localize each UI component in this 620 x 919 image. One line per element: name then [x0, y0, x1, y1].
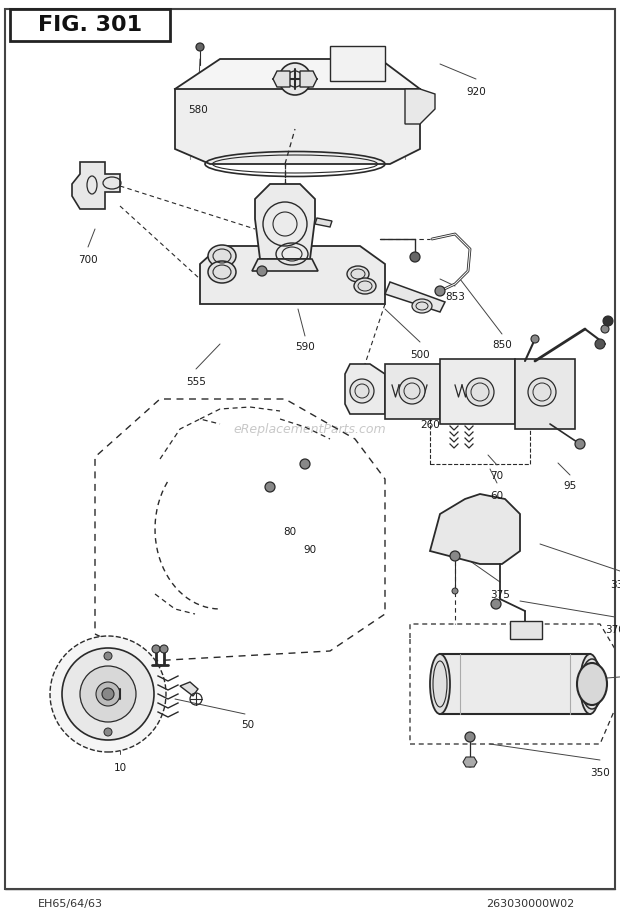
Polygon shape — [175, 90, 420, 165]
Ellipse shape — [430, 654, 450, 714]
Polygon shape — [315, 219, 332, 228]
Polygon shape — [440, 654, 590, 714]
Circle shape — [80, 666, 136, 722]
Ellipse shape — [412, 300, 432, 313]
Polygon shape — [385, 365, 440, 420]
Circle shape — [399, 379, 425, 404]
Circle shape — [50, 636, 166, 752]
Text: 700: 700 — [78, 255, 98, 265]
Text: eReplacementParts.com: eReplacementParts.com — [234, 423, 386, 436]
Circle shape — [160, 645, 168, 653]
Text: 920: 920 — [466, 87, 486, 96]
Text: 80: 80 — [283, 527, 296, 537]
Circle shape — [350, 380, 374, 403]
Ellipse shape — [354, 278, 376, 295]
Ellipse shape — [208, 245, 236, 267]
Circle shape — [491, 599, 501, 609]
Circle shape — [104, 652, 112, 660]
Text: 330: 330 — [610, 579, 620, 589]
Circle shape — [595, 340, 605, 349]
Circle shape — [257, 267, 267, 277]
Text: 500: 500 — [410, 349, 430, 359]
Text: EH65/64/63: EH65/64/63 — [37, 898, 102, 908]
Circle shape — [435, 287, 445, 297]
Polygon shape — [440, 359, 515, 425]
Circle shape — [465, 732, 475, 743]
Text: 60: 60 — [490, 491, 503, 501]
Circle shape — [450, 551, 460, 562]
Polygon shape — [300, 72, 317, 88]
Text: 70: 70 — [490, 471, 503, 481]
Text: 850: 850 — [492, 340, 512, 349]
Text: 263030000W02: 263030000W02 — [486, 898, 574, 908]
Bar — [330, 47, 385, 82]
Bar — [510, 621, 542, 640]
Circle shape — [575, 439, 585, 449]
Circle shape — [452, 588, 458, 595]
Circle shape — [279, 64, 311, 96]
Circle shape — [152, 645, 160, 653]
Bar — [10, 10, 170, 42]
Polygon shape — [175, 60, 420, 130]
Text: 50: 50 — [241, 720, 255, 729]
Circle shape — [96, 682, 120, 706]
Polygon shape — [430, 494, 520, 564]
Ellipse shape — [347, 267, 369, 283]
Polygon shape — [180, 682, 198, 697]
Circle shape — [603, 317, 613, 326]
Polygon shape — [72, 163, 120, 210]
Polygon shape — [200, 246, 385, 305]
Polygon shape — [515, 359, 575, 429]
Bar — [430, 410, 530, 464]
Ellipse shape — [208, 262, 236, 284]
Text: 555: 555 — [186, 377, 206, 387]
Circle shape — [300, 460, 310, 470]
Circle shape — [466, 379, 494, 406]
Circle shape — [528, 379, 556, 406]
Text: 90: 90 — [303, 544, 317, 554]
Polygon shape — [252, 260, 318, 272]
Text: 370: 370 — [605, 624, 620, 634]
Text: FIG. 301: FIG. 301 — [38, 15, 142, 35]
Text: 590: 590 — [295, 342, 315, 352]
Polygon shape — [385, 283, 445, 312]
Polygon shape — [273, 72, 290, 88]
Circle shape — [265, 482, 275, 493]
Text: 375: 375 — [490, 589, 510, 599]
Text: 95: 95 — [564, 481, 577, 491]
Circle shape — [102, 688, 114, 700]
Ellipse shape — [580, 654, 600, 714]
Circle shape — [601, 325, 609, 334]
Polygon shape — [345, 365, 385, 414]
Ellipse shape — [577, 664, 607, 705]
Text: 853: 853 — [445, 291, 465, 301]
Circle shape — [196, 44, 204, 52]
Polygon shape — [405, 90, 435, 125]
Circle shape — [104, 728, 112, 736]
Polygon shape — [463, 757, 477, 767]
Polygon shape — [255, 185, 315, 260]
Text: 580: 580 — [188, 105, 208, 115]
Text: 260: 260 — [420, 420, 440, 429]
Circle shape — [531, 335, 539, 344]
Text: 10: 10 — [113, 762, 126, 772]
Circle shape — [466, 759, 474, 767]
Circle shape — [62, 648, 154, 740]
Text: 350: 350 — [590, 767, 610, 777]
Circle shape — [410, 253, 420, 263]
